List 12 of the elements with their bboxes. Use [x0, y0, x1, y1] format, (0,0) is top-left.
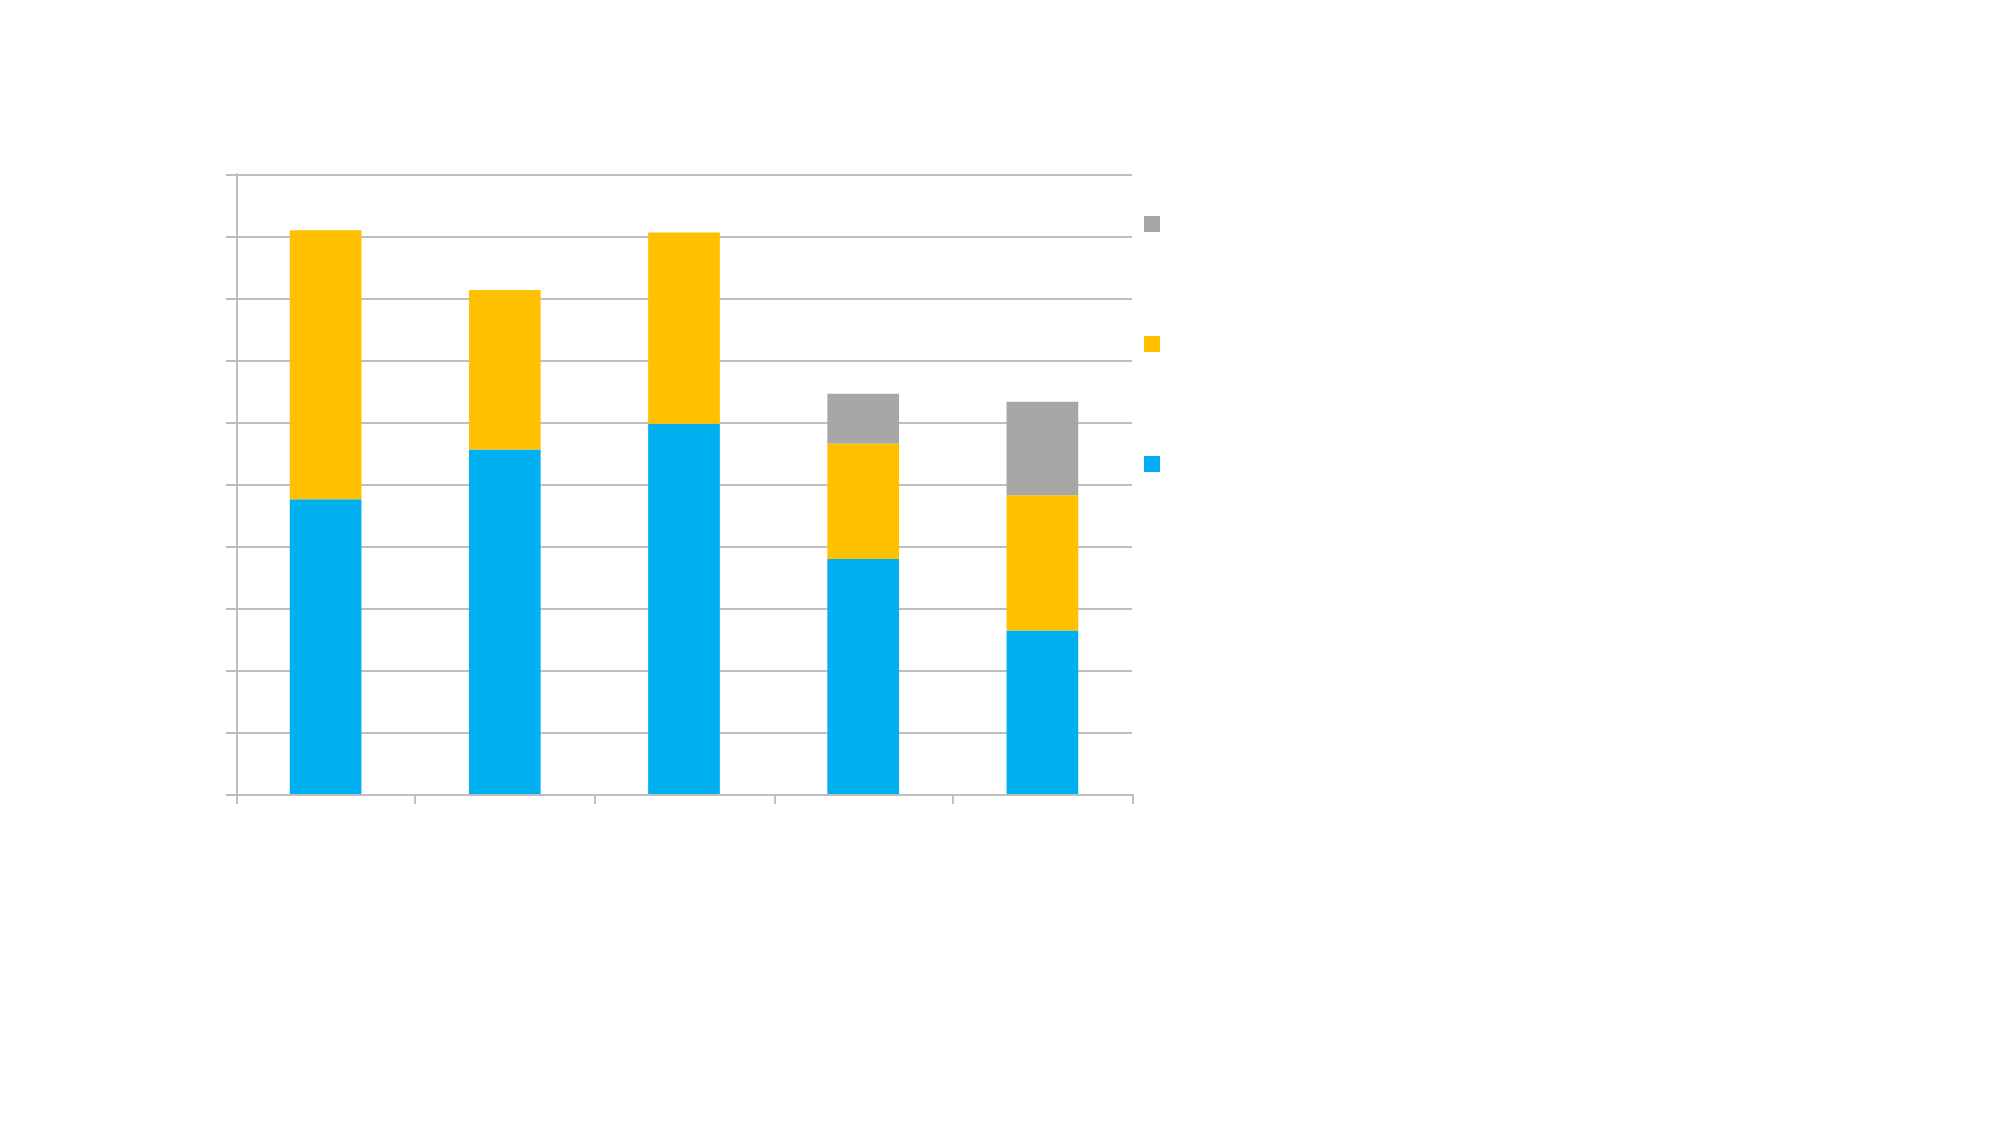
bar — [1006, 495, 1079, 631]
bar — [827, 393, 900, 444]
bar — [648, 232, 720, 424]
bar — [468, 449, 541, 794]
bar — [289, 499, 362, 794]
bar — [468, 290, 541, 450]
bar — [827, 558, 900, 794]
bar — [648, 423, 720, 794]
bar — [289, 230, 362, 500]
bar — [1006, 630, 1079, 794]
bar — [1006, 401, 1079, 496]
bar — [827, 443, 900, 559]
